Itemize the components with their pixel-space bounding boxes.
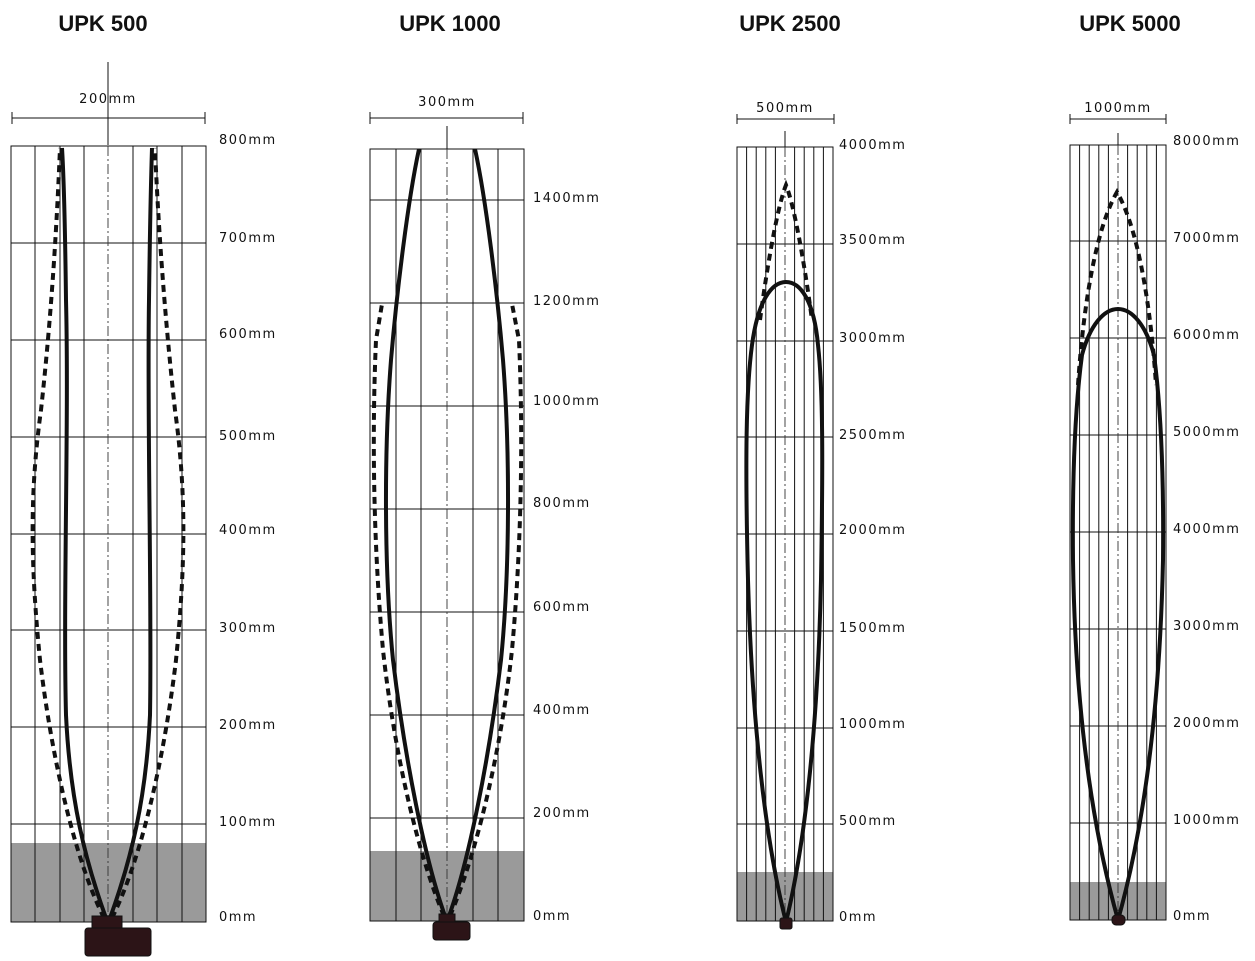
y-label: 1500mm — [839, 621, 906, 636]
beam-outline-solid — [60, 147, 108, 919]
panel-title: UPK 2500 — [739, 11, 841, 36]
beam-outline-solid — [108, 147, 154, 919]
sensor — [1111, 914, 1126, 926]
y-label: 400mm — [219, 523, 277, 538]
y-label: 5000mm — [1173, 425, 1240, 440]
panel-title: UPK 500 — [58, 11, 147, 36]
beam-outline-solid — [1070, 307, 1166, 922]
y-label: 2000mm — [839, 523, 906, 538]
y-label: 300mm — [219, 621, 277, 636]
y-label: 1000mm — [1173, 813, 1240, 828]
beam-outline-solid — [383, 148, 447, 917]
y-label: 100mm — [219, 815, 277, 830]
y-label: 200mm — [533, 806, 591, 821]
y-label: 0mm — [533, 909, 571, 924]
y-label: 600mm — [533, 600, 591, 615]
grid — [369, 148, 525, 922]
y-label: 500mm — [839, 814, 897, 829]
y-label: 8000mm — [1173, 134, 1240, 149]
y-label: 500mm — [219, 429, 277, 444]
y-label: 800mm — [533, 496, 591, 511]
panel-title: UPK 5000 — [1079, 11, 1181, 36]
panel-upk1000: UPK 1000 300mm 1400mm — [369, 11, 600, 941]
y-label: 3000mm — [1173, 619, 1240, 634]
y-label: 1000mm — [839, 717, 906, 732]
y-label: 1000mm — [533, 394, 600, 409]
dead-zone — [11, 843, 206, 922]
y-axis-labels: 4000mm 3500mm 3000mm 2500mm 2000mm 1500m… — [839, 138, 906, 925]
sensor — [779, 917, 793, 930]
width-label: 500mm — [756, 101, 814, 116]
panel-upk2500: UPK 2500 500mm — [736, 11, 906, 930]
y-label: 0mm — [1173, 909, 1211, 924]
beam-outline-dashed — [1076, 188, 1158, 386]
y-label: 2000mm — [1173, 716, 1240, 731]
beam-outline-solid — [744, 280, 825, 924]
y-label: 1400mm — [533, 191, 600, 206]
width-dimension: 300mm — [369, 95, 524, 149]
y-label: 6000mm — [1173, 328, 1240, 343]
y-axis-labels: 8000mm 7000mm 6000mm 5000mm 4000mm 3000m… — [1173, 134, 1240, 924]
y-label: 800mm — [219, 133, 277, 148]
beam-outline-dashed — [758, 179, 814, 321]
panel-title: UPK 1000 — [399, 11, 501, 36]
y-label: 7000mm — [1173, 231, 1240, 246]
beam-outline-dashed — [448, 303, 524, 917]
y-label: 1200mm — [533, 294, 600, 309]
width-label: 200mm — [79, 92, 137, 107]
y-axis-labels: 1400mm 1200mm 1000mm 800mm 600mm 400mm 2… — [533, 191, 600, 924]
grid — [10, 145, 207, 923]
y-label: 3500mm — [839, 233, 906, 248]
y-label: 3000mm — [839, 331, 906, 346]
y-label: 400mm — [533, 703, 591, 718]
grid — [736, 146, 834, 922]
beam-outline-dashed — [371, 303, 446, 917]
y-label: 600mm — [219, 327, 277, 342]
width-dimension: 1000mm — [1069, 101, 1167, 145]
y-axis-labels: 800mm 700mm 600mm 500mm 400mm 300mm 200m… — [219, 133, 277, 925]
y-label: 4000mm — [839, 138, 906, 153]
grid — [1069, 144, 1167, 921]
y-label: 700mm — [219, 231, 277, 246]
beam-outline-dashed — [30, 147, 106, 919]
width-dimension: 200mm — [11, 62, 206, 145]
width-label: 300mm — [418, 95, 476, 110]
beam-outline-dashed — [110, 147, 186, 919]
width-label: 1000mm — [1084, 101, 1151, 116]
y-label: 0mm — [219, 910, 257, 925]
beam-outline-solid — [447, 148, 511, 917]
panel-upk5000: UPK 5000 1000mm — [1069, 11, 1240, 926]
y-label: 4000mm — [1173, 522, 1240, 537]
y-label: 2500mm — [839, 428, 906, 443]
sensor — [84, 915, 152, 957]
width-dimension: 500mm — [736, 101, 835, 147]
panel-upk500: UPK 500 200mm — [10, 11, 277, 957]
sensor — [432, 913, 471, 941]
y-label: 0mm — [839, 910, 877, 925]
y-label: 200mm — [219, 718, 277, 733]
